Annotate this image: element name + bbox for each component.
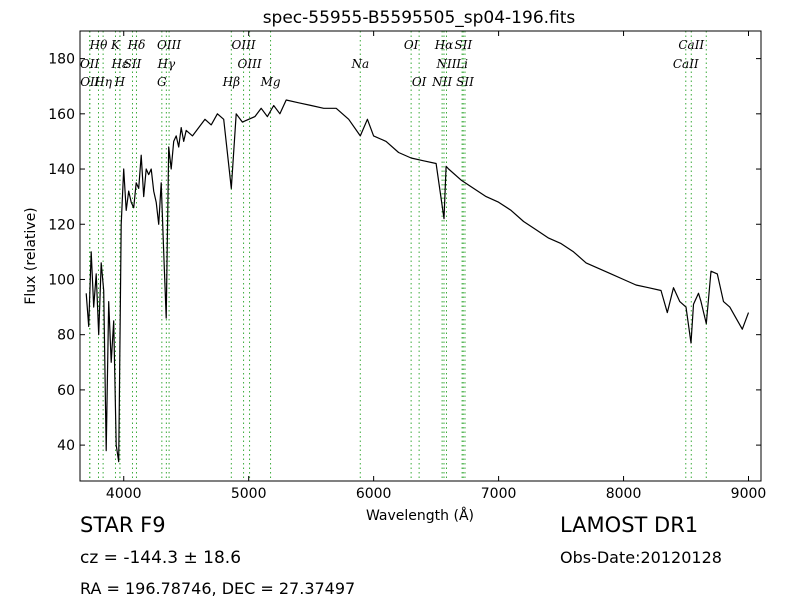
spectral-line-label: CaII xyxy=(693,0,719,3)
y-axis-label: Flux (relative) xyxy=(23,207,39,304)
y-tick-label: 180 xyxy=(48,52,75,68)
ra-dec-coordinates: RA = 196.78746, DEC = 27.37497 xyxy=(80,579,356,598)
spectral-line-label: Hθ xyxy=(89,38,108,52)
spectral-line-label: Hε xyxy=(111,57,129,71)
x-tick-label: 7000 xyxy=(481,486,517,502)
x-axis-label: Wavelength (Å) xyxy=(366,507,474,524)
spectral-line-label: Hβ xyxy=(222,75,240,89)
observation-date: Obs-Date:20120128 xyxy=(560,548,722,567)
x-tick-label: 4000 xyxy=(106,486,142,502)
x-tick-label: 5000 xyxy=(231,486,267,502)
spectral-line-label: H xyxy=(114,75,126,89)
spectral-line-label: NII xyxy=(435,57,456,71)
spectral-line-label: OI xyxy=(404,38,419,52)
spectral-line-label: OII xyxy=(80,57,100,71)
spectral-line-label: SII xyxy=(456,75,474,89)
spectral-line-label: NII xyxy=(431,75,452,89)
spectral-line-label: Hη xyxy=(93,75,112,89)
spectral-line-label: CaII xyxy=(673,57,699,71)
spectral-line-label: Hδ xyxy=(127,38,146,52)
y-tick-label: 140 xyxy=(48,162,75,178)
spectral-line-label: OIII xyxy=(157,38,181,52)
spectral-line-label: CaII xyxy=(678,38,704,52)
spectral-line-label: SII xyxy=(454,38,472,52)
chart-title: spec-55955-B5595505_sp04-196.fits xyxy=(263,8,576,28)
object-class: STAR F9 xyxy=(80,513,166,537)
spectral-line-label: OIII xyxy=(232,38,256,52)
spectral-line-label: Hγ xyxy=(157,57,176,71)
spectral-line-label: Mg xyxy=(260,75,281,89)
y-tick-label: 40 xyxy=(57,438,75,454)
redshift-cz: cz = -144.3 ± 18.6 xyxy=(80,548,242,568)
spectrum-line xyxy=(85,99,750,463)
y-tick-label: 100 xyxy=(48,272,75,288)
x-tick-label: 8000 xyxy=(606,486,642,502)
spectral-line-label: OII xyxy=(80,75,100,89)
x-tick-label: 9000 xyxy=(731,486,767,502)
plot-frame xyxy=(79,30,762,482)
spectral-line-label: Na xyxy=(350,57,369,71)
y-tick-label: 160 xyxy=(48,107,75,123)
spectral-line-label: G xyxy=(157,75,167,89)
spectral-line-label: Hα xyxy=(434,38,454,52)
y-tick-label: 60 xyxy=(57,383,75,399)
y-tick-label: 120 xyxy=(48,217,75,233)
survey-name: LAMOST DR1 xyxy=(560,513,699,537)
spectral-line-label: OI xyxy=(412,75,427,89)
y-tick-label: 80 xyxy=(57,328,75,344)
spectral-line-label: Li xyxy=(455,57,468,71)
spectral-line-label: OIII xyxy=(238,57,262,71)
x-tick-label: 6000 xyxy=(356,486,392,502)
spectral-line-label: SII xyxy=(124,57,142,71)
spectral-line-label: K xyxy=(110,38,121,52)
